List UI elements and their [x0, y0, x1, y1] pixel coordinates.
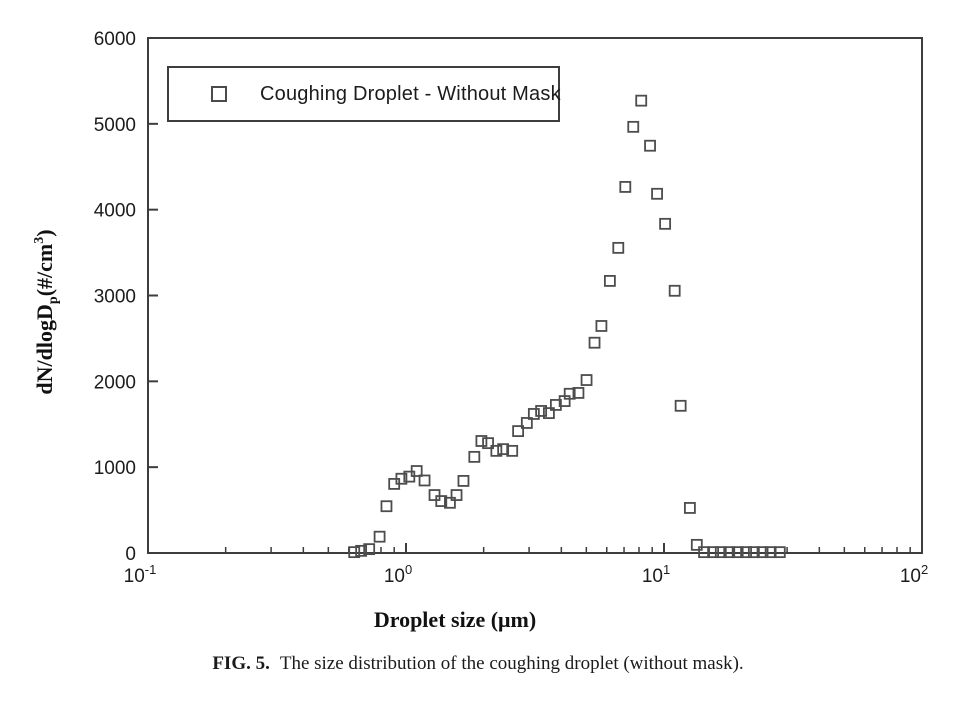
- y-tick-label: 4000: [94, 201, 136, 222]
- data-point-marker: [756, 546, 769, 559]
- legend-label: Coughing Droplet - Without Mask: [260, 82, 561, 105]
- data-point-marker: [355, 544, 368, 557]
- data-point-marker: [627, 120, 640, 133]
- data-point-marker: [612, 241, 625, 254]
- data-point-marker: [512, 425, 525, 438]
- figure-caption-number: FIG. 5.: [212, 653, 270, 674]
- data-point-marker: [731, 546, 744, 559]
- legend-box: Coughing Droplet - Without Mask: [167, 66, 561, 122]
- y-axis-title: dN/dlogDp(#/cm3): [32, 229, 62, 394]
- data-point-marker: [410, 465, 423, 477]
- data-point-marker: [520, 417, 533, 429]
- figure-caption-text: The size distribution of the coughing dr…: [279, 653, 744, 674]
- y-tick-label: 3000: [94, 287, 136, 308]
- data-point-marker: [683, 502, 696, 514]
- y-tick-label: 6000: [94, 29, 136, 50]
- data-point-marker: [619, 181, 632, 193]
- data-point-marker: [572, 387, 585, 399]
- data-point-marker: [497, 443, 510, 456]
- data-point-marker: [444, 496, 456, 509]
- data-point-marker: [490, 444, 503, 457]
- data-point-marker: [747, 546, 760, 559]
- x-tick-label: 101: [642, 562, 670, 587]
- data-point-marker: [475, 435, 488, 447]
- open-square-marker-icon: [211, 86, 227, 102]
- x-axis-title: Droplet size (μm): [373, 607, 537, 632]
- data-point-marker: [380, 500, 393, 513]
- data-point-marker: [595, 320, 608, 332]
- data-point-marker: [418, 474, 431, 487]
- data-point-marker: [698, 546, 710, 559]
- y-axis-title-subscript: p: [46, 296, 61, 305]
- data-point-marker: [644, 139, 656, 152]
- axes: 0 1000 2000 3000 4000 5000 6000 10-1 100 101 102: [94, 29, 928, 587]
- data-point-marker: [723, 546, 736, 559]
- data-point-marker: [563, 387, 576, 400]
- y-axis-title-close: ): [32, 229, 57, 237]
- data-point-marker: [468, 450, 481, 463]
- data-point-marker: [588, 336, 601, 349]
- data-point-marker: [668, 284, 681, 297]
- y-axis-title-unit: (#/cm: [32, 243, 57, 297]
- y-tick-label: 0: [125, 544, 136, 565]
- y-tick-label: 1000: [94, 458, 136, 479]
- data-point-marker: [603, 275, 616, 287]
- data-point-marker: [549, 399, 562, 411]
- data-point-marker: [363, 543, 376, 556]
- x-tick-label: 100: [384, 562, 412, 587]
- data-point-marker: [651, 187, 663, 200]
- data-point-marker: [482, 437, 494, 450]
- data-point-marker: [740, 546, 752, 559]
- data-point-marker: [543, 407, 555, 419]
- data-point-marker: [506, 444, 519, 457]
- data-point-marker: [435, 495, 448, 507]
- data-point-marker: [690, 538, 703, 551]
- data-point-marker: [707, 546, 720, 559]
- data-point-marker: [348, 546, 361, 559]
- data-points: [348, 94, 786, 559]
- data-point-marker: [714, 546, 727, 559]
- data-point-marker: [773, 546, 786, 559]
- scatter-chart: 0 1000 2000 3000 4000 5000 6000 10-1 100 101 102: [94, 29, 928, 587]
- data-point-marker: [674, 399, 687, 412]
- data-point-marker: [527, 408, 540, 420]
- data-point-marker: [535, 405, 548, 417]
- data-point-marker: [395, 472, 408, 485]
- data-point-marker: [428, 489, 441, 501]
- y-tick-label: 2000: [94, 372, 136, 393]
- data-point-marker: [450, 489, 463, 501]
- x-tick-label: 10-1: [124, 562, 157, 587]
- data-point-marker: [659, 217, 672, 230]
- y-axis-title-main: dN/dlogD: [32, 304, 57, 395]
- data-point-marker: [457, 474, 470, 487]
- plot-border: [147, 37, 923, 554]
- data-point-marker: [580, 374, 593, 386]
- y-axis-title-superscript: 3: [32, 236, 47, 244]
- x-tick-label: 102: [900, 562, 928, 587]
- data-point-marker: [635, 94, 648, 107]
- figure-caption: FIG. 5. The size distribution of the coug…: [212, 653, 743, 675]
- y-tick-label: 5000: [94, 115, 136, 136]
- data-point-marker: [373, 530, 386, 543]
